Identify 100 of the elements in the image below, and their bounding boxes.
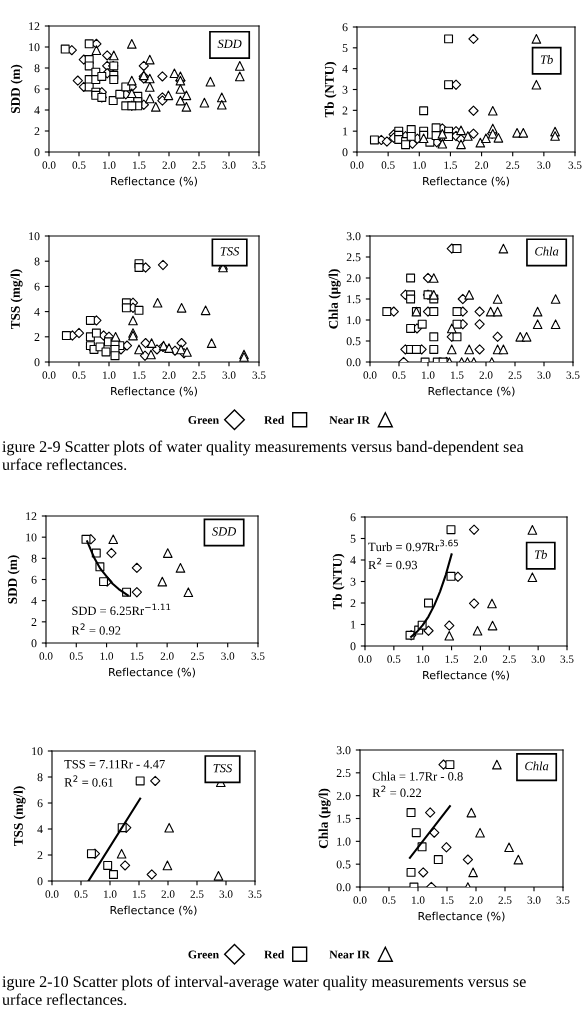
x-tick-label: 0.5 [72,161,86,169]
annotation: Turb = 0.97Rr$^{3.65}$ [368,539,458,552]
y-tick-label: 2 [37,851,43,860]
y-tick-label: 12 [29,22,40,31]
legend-label: Green [188,416,219,424]
x-tick-label: 2.0 [473,655,487,663]
x-tick-label: 1.5 [133,371,146,379]
x-tick-label: 1.5 [451,371,464,379]
legend-label: Red [264,950,285,959]
y-tick-label: 4 [350,556,356,565]
x-tick-label: 1.0 [103,371,116,379]
x-tick-label: 2.5 [190,890,204,898]
y-tick-label: 8 [34,257,40,266]
y-tick-label: 5 [342,44,348,53]
x-tick-label: 3.5 [560,655,574,663]
x-tick-label: 2.0 [162,161,176,169]
x-tick-label: 3.5 [251,652,265,660]
y-tick-label: 0 [34,148,40,157]
y-axis-title: Chla (μg/l) [328,269,341,329]
y-axis-title: TSS (mg/l) [13,786,26,847]
y-axis-title: Tb (NTU) [332,554,345,610]
y-tick-label: 2 [34,127,40,136]
y-tick-label: 10 [32,747,43,756]
y-tick-label: 10 [29,43,40,52]
text: urface reflectances. [2,993,127,1006]
x-tick-label: 0.5 [382,896,396,904]
y-tick-label: 3.0 [336,746,351,755]
y-tick-label: 0 [34,358,40,367]
x-tick-label: 3.0 [221,652,235,660]
x-tick-label: 1.0 [104,890,117,898]
text: TSS [213,763,233,773]
x-tick-label: 1.5 [133,890,146,898]
annotation: R$^{2}$ = 0.93 [368,557,418,570]
y-tick-label: 2.0 [346,274,361,283]
y-tick-label: 8 [37,773,43,782]
annotation: R$^{2}$ = 0.22 [372,785,422,798]
x-axis-title: Reflectance (%) [111,386,197,397]
text: SDD [212,527,237,536]
x-tick-label: 3.0 [531,655,545,663]
y-tick-label: 0 [342,148,348,157]
x-tick-label: 1.0 [413,161,426,169]
y-tick-label: 0.0 [346,358,361,367]
x-tick-label: 0.0 [358,655,372,663]
y-tick-label: 0 [31,639,37,648]
y-tick-label: 1.0 [347,316,361,325]
y-tick-label: 5 [350,534,356,543]
y-tick-label: 6 [34,85,40,94]
text: igure 2-9 Scatter plots of water quality measurements versus band-dependent sea [2,440,524,456]
x-tick-label: 2.5 [502,655,516,663]
x-tick-label: 0.5 [69,652,83,660]
y-tick-label: 4 [34,106,40,115]
y-tick-label: 8 [34,64,40,73]
x-axis-title: Reflectance (%) [423,670,509,681]
x-tick-label: 2.5 [190,652,204,660]
x-tick-label: 3.0 [537,161,551,169]
y-tick-label: 3 [350,577,356,586]
y-tick-label: 1.5 [337,814,351,823]
y-tick-label: 0.5 [346,337,361,346]
x-tick-label: 0.0 [45,890,59,898]
y-axis-title: SDD (m) [7,555,20,604]
x-tick-label: 1.0 [422,371,435,379]
x-tick-label: 3.0 [222,371,236,379]
x-tick-label: 0.5 [387,655,401,663]
x-tick-label: 1.5 [445,655,459,663]
x-tick-label: 1.5 [133,161,146,169]
y-tick-label: 4 [342,64,348,73]
x-tick-label: 3.0 [222,161,236,169]
x-tick-label: 2.5 [192,371,206,379]
x-tick-label: 3.5 [566,371,580,379]
y-tick-label: 1 [351,620,356,629]
y-tick-label: 1.5 [347,295,361,304]
text: SDD [217,39,242,49]
y-tick-label: 6 [37,799,43,808]
x-tick-label: 3.0 [219,890,233,898]
y-tick-label: 6 [350,513,356,522]
legend-label: Near IR [329,416,371,424]
legend-label: Red [264,415,285,424]
y-tick-label: 2 [34,333,40,341]
x-tick-label: 3.5 [568,161,582,169]
x-tick-label: 3.0 [527,896,541,904]
y-tick-label: 0.5 [336,860,351,869]
x-tick-label: 3.5 [556,896,570,904]
x-tick-label: 3.0 [537,371,551,379]
x-tick-label: 0.0 [363,371,377,379]
y-tick-label: 3.0 [346,232,361,241]
x-tick-label: 0.0 [42,371,56,379]
y-tick-label: 2 [350,599,356,608]
y-tick-label: 8 [31,554,37,563]
y-tick-label: 0 [37,877,43,886]
x-tick-label: 0.5 [392,371,406,379]
y-axis-title: TSS (mg/l) [10,269,23,330]
x-tick-label: 0.0 [42,161,56,169]
x-tick-label: 1.0 [103,161,116,169]
x-tick-label: 2.0 [469,896,483,904]
y-tick-label: 2 [342,106,348,115]
x-tick-label: 2.0 [161,890,175,898]
text: Tb [540,55,553,64]
text: TSS [220,247,240,256]
text: Chla [525,761,549,771]
x-axis-title: Reflectance (%) [428,386,515,397]
